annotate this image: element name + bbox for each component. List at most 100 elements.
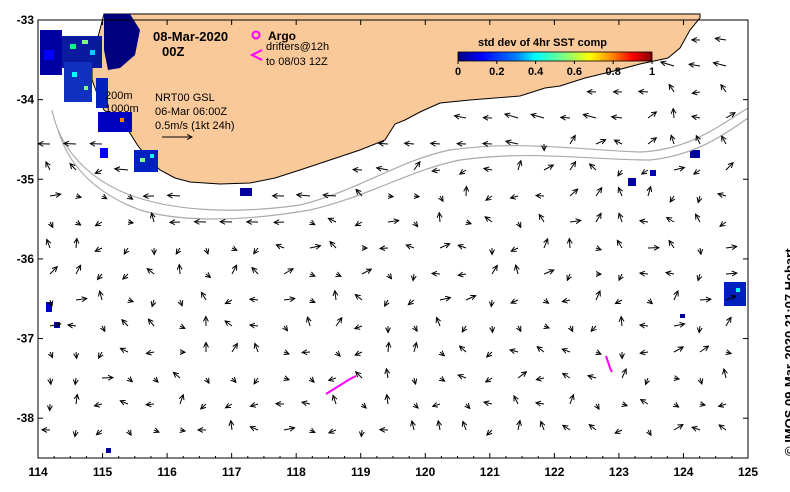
current-vector xyxy=(511,248,519,251)
current-vector xyxy=(588,376,597,378)
current-vector xyxy=(206,378,209,383)
current-vector xyxy=(100,291,102,301)
current-vector xyxy=(466,222,471,224)
x-tick-label: 119 xyxy=(351,465,371,479)
current-vector xyxy=(647,138,656,145)
current-vector xyxy=(432,273,441,274)
current-vector xyxy=(518,421,520,431)
current-vector xyxy=(486,196,493,200)
current-vector xyxy=(673,324,685,326)
current-vector xyxy=(379,143,389,144)
current-vector xyxy=(148,319,155,327)
current-vector xyxy=(179,265,180,275)
current-vector xyxy=(563,373,571,378)
current-vector xyxy=(543,165,553,171)
current-vector xyxy=(152,213,154,223)
current-vector xyxy=(646,377,648,384)
current-vector xyxy=(76,222,81,225)
current-vector xyxy=(667,218,675,222)
current-vector xyxy=(544,300,549,303)
current-vector xyxy=(591,325,596,331)
current-vector xyxy=(671,135,674,145)
current-vector xyxy=(648,430,651,435)
isobath-label-200m: 200m xyxy=(105,90,133,102)
current-vector xyxy=(180,395,183,405)
current-vector xyxy=(639,91,649,92)
current-vector xyxy=(674,291,678,301)
current-vector xyxy=(310,222,315,225)
current-vector xyxy=(412,421,414,431)
current-vector xyxy=(76,238,77,249)
current-vector xyxy=(516,265,518,275)
x-tick-label: 117 xyxy=(222,465,242,479)
colorbar-ticks: 0 0.2 0.4 0.6 0.8 1 xyxy=(455,61,655,78)
current-vector xyxy=(719,425,727,431)
drifter-track-2 xyxy=(605,355,613,373)
current-vector xyxy=(95,222,103,226)
sst-stddev-patches xyxy=(40,14,746,453)
current-vector xyxy=(699,346,709,353)
current-vector xyxy=(97,273,102,280)
current-vector xyxy=(440,196,443,201)
current-vector xyxy=(128,430,131,435)
current-vector xyxy=(231,344,237,353)
current-vector xyxy=(75,265,81,275)
current-vector xyxy=(329,378,337,380)
current-vector xyxy=(595,140,606,145)
current-vector xyxy=(726,352,731,354)
current-vector xyxy=(50,222,53,227)
current-vector xyxy=(283,299,295,300)
y-tick-label: -33 xyxy=(17,13,35,27)
current-vector xyxy=(698,195,700,203)
current-vector xyxy=(283,428,295,430)
current-vector xyxy=(696,136,700,145)
current-vector xyxy=(283,269,293,275)
current-vector xyxy=(484,402,493,404)
current-vector xyxy=(128,196,133,199)
current-vector xyxy=(201,404,207,409)
current-vector xyxy=(250,427,259,430)
argo-label: Argo xyxy=(268,29,296,43)
map-hour: 00Z xyxy=(162,44,184,59)
current-vector xyxy=(438,421,440,431)
y-tick-label: -34 xyxy=(17,93,35,107)
current-vector xyxy=(506,141,519,144)
current-vector xyxy=(432,170,441,171)
current-vector xyxy=(310,300,315,303)
colorbar-tick-label: 0 xyxy=(455,66,461,78)
current-vector xyxy=(567,273,570,280)
current-vector xyxy=(250,299,259,300)
current-vector xyxy=(147,269,155,275)
current-vector xyxy=(76,351,77,358)
colorbar-tick-label: 0.6 xyxy=(567,66,582,78)
current-vector xyxy=(510,350,519,352)
current-vector xyxy=(589,425,597,431)
current-vector xyxy=(330,242,337,249)
current-vector xyxy=(661,62,675,67)
current-vector xyxy=(387,221,399,222)
current-vector xyxy=(336,274,341,276)
current-vector xyxy=(128,300,133,302)
y-tick-label: -35 xyxy=(17,172,35,186)
current-vector xyxy=(333,395,336,405)
current-vector xyxy=(518,161,521,171)
current-vector xyxy=(310,430,315,433)
current-vector xyxy=(696,214,700,223)
current-vector xyxy=(355,326,363,329)
current-vector xyxy=(232,378,236,382)
current-vector xyxy=(176,247,180,254)
current-vector xyxy=(146,352,155,353)
drifters-label: drifters@12h xyxy=(266,41,329,53)
current-vector xyxy=(640,273,649,274)
current-vector xyxy=(252,268,259,275)
current-vector xyxy=(612,117,623,118)
current-vector xyxy=(68,325,77,326)
current-vector xyxy=(328,218,337,222)
current-vector xyxy=(406,245,415,248)
current-vector xyxy=(440,352,444,356)
current-vector xyxy=(718,194,727,196)
current-vector xyxy=(362,404,366,408)
current-vector xyxy=(700,377,702,384)
current-vector xyxy=(569,239,570,249)
current-vector xyxy=(405,143,415,144)
